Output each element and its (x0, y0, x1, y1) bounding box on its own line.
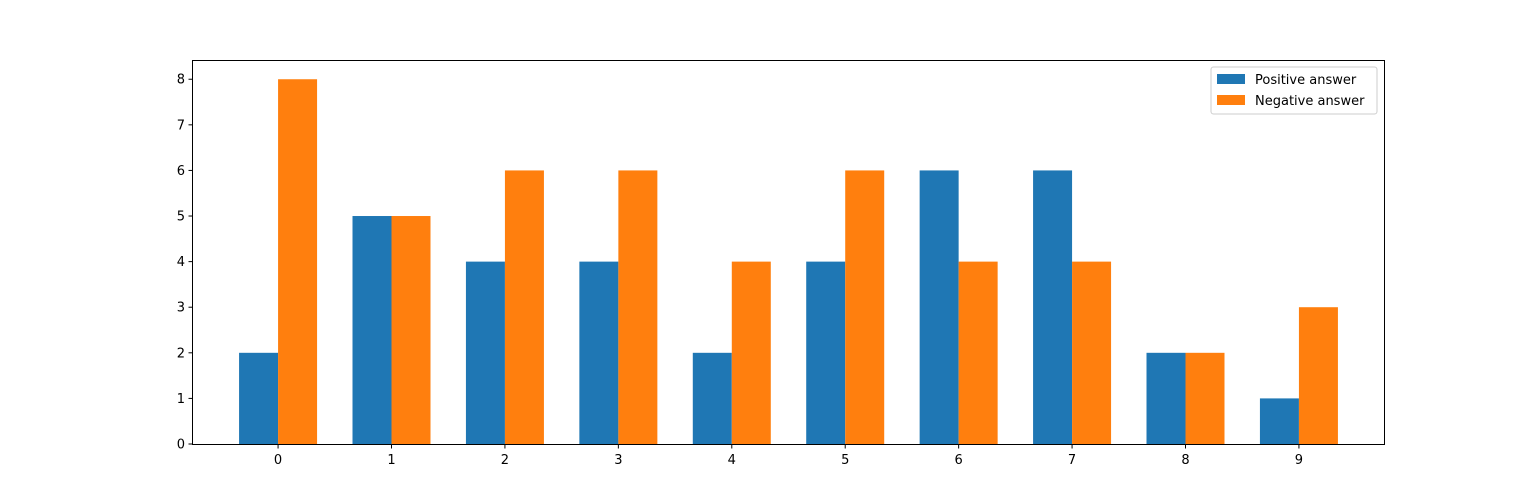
bar-positive-9 (1259, 398, 1299, 444)
x-tick-label: 9 (1295, 453, 1303, 468)
x-tick-label: 2 (501, 453, 509, 468)
plot-frame (192, 60, 1385, 445)
bar-negative-1 (391, 216, 431, 444)
bar-positive-3 (579, 261, 619, 444)
x-tick-label: 3 (614, 453, 622, 468)
x-tick-label: 7 (1068, 453, 1076, 468)
bar-negative-5 (845, 170, 885, 444)
bar-positive-8 (1146, 352, 1186, 444)
x-tick-label: 1 (387, 453, 395, 468)
y-tick-label: 5 (177, 210, 185, 225)
y-tick-label: 8 (177, 73, 185, 88)
x-tick-label: 4 (728, 453, 736, 468)
legend-box (1210, 66, 1378, 115)
y-tick-label: 1 (177, 392, 185, 407)
y-tick-label: 0 (177, 438, 185, 453)
x-tick-label: 5 (841, 453, 849, 468)
legend-swatch (1217, 74, 1245, 84)
bar-positive-5 (806, 261, 846, 444)
bar-positive-6 (919, 170, 959, 444)
bar-negative-2 (504, 170, 544, 444)
bar-negative-7 (1072, 261, 1112, 444)
bar-negative-9 (1298, 307, 1338, 444)
x-tick-label: 0 (274, 453, 282, 468)
y-axis: 0 1 2 3 4 5 6 7 8 (177, 73, 193, 453)
bar-negative-6 (958, 261, 998, 444)
y-tick-label: 7 (177, 118, 185, 133)
bar-positive-7 (1033, 170, 1073, 444)
bar-negative-0 (278, 79, 318, 445)
y-tick-label: 3 (177, 301, 185, 316)
bar-positive-2 (465, 261, 505, 444)
bars-layer (239, 79, 1338, 445)
bar-negative-4 (731, 261, 771, 444)
x-tick-label: 6 (955, 453, 963, 468)
x-axis: 0 1 2 3 4 5 6 7 8 9 (274, 444, 1303, 468)
y-tick-label: 4 (177, 255, 185, 270)
bar-positive-0 (239, 352, 279, 444)
legend-label: Negative answer (1255, 94, 1365, 109)
x-tick-label: 8 (1181, 453, 1189, 468)
y-tick-label: 2 (177, 346, 185, 361)
bar-positive-4 (692, 352, 732, 444)
y-tick-label: 6 (177, 164, 185, 179)
legend: Positive answer Negative answer (1210, 66, 1378, 115)
legend-swatch (1217, 95, 1245, 105)
bar-negative-8 (1185, 352, 1225, 444)
bar-positive-1 (352, 216, 392, 444)
bar-negative-3 (618, 170, 658, 444)
legend-label: Positive answer (1255, 73, 1357, 88)
